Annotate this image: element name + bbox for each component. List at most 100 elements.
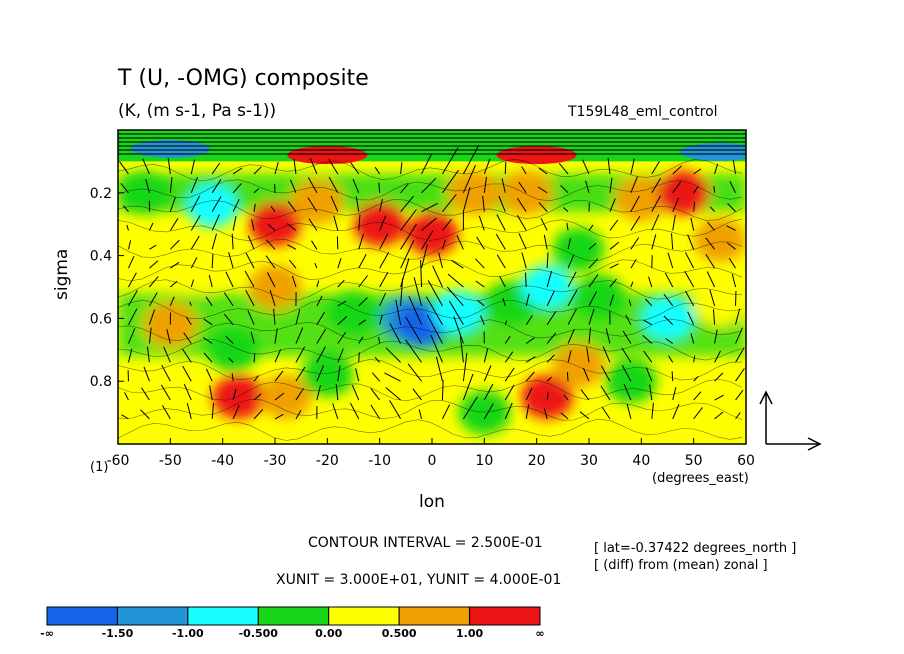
wind-vector: [448, 300, 464, 325]
wind-vector: [379, 271, 389, 288]
wind-vector: [141, 387, 150, 401]
field-top-band: [118, 130, 746, 165]
wind-vector: [521, 166, 527, 175]
wind-vector: [127, 240, 132, 250]
wind-vector: [142, 158, 150, 175]
wind-vector: [645, 367, 653, 382]
wind-vector: [412, 388, 422, 401]
wind-vector: [504, 351, 514, 363]
wind-vector: [370, 404, 381, 420]
wind-vector: [385, 387, 401, 401]
wind-vector: [211, 253, 214, 269]
wind-vector: [408, 295, 422, 325]
wind-vector: [328, 176, 339, 194]
wind-vector: [287, 244, 297, 250]
wind-vector: [231, 373, 234, 382]
wind-vector: [316, 311, 326, 325]
wind-vector: [245, 289, 255, 307]
wind-vector: [663, 293, 674, 307]
wind-vector: [167, 157, 171, 175]
wind-vector: [567, 329, 575, 344]
top-band-blob: [130, 139, 211, 158]
wind-vector: [525, 272, 527, 288]
colorbar-label: 1.00: [456, 627, 483, 640]
wind-vector: [149, 244, 157, 250]
field-blob: [259, 374, 312, 419]
wind-vector: [728, 257, 736, 269]
wind-vector: [525, 404, 530, 419]
wind-vector: [274, 328, 278, 344]
wind-vector: [442, 169, 459, 194]
x-tick-label: -40: [211, 453, 234, 469]
wind-vector: [209, 385, 213, 401]
wind-vector: [119, 161, 129, 175]
wind-vector: [546, 311, 557, 325]
wind-vector: [405, 316, 422, 344]
wind-vector: [706, 271, 716, 288]
wind-vector: [311, 240, 318, 250]
wind-vector: [358, 319, 367, 326]
wind-vector: [648, 276, 653, 288]
wind-vector: [337, 257, 342, 269]
field-blob: [667, 390, 720, 435]
field-blob: [406, 211, 458, 256]
wind-vector: [588, 308, 595, 325]
wind-vector: [731, 273, 737, 288]
x-tick-label: -60: [107, 453, 130, 469]
wind-vector: [148, 222, 154, 231]
wind-vector: [379, 252, 390, 269]
wind-vector: [232, 183, 242, 194]
wind-vector: [602, 346, 611, 363]
wind-vector: [726, 225, 736, 231]
wind-vector: [630, 281, 634, 288]
wind-vector: [537, 186, 548, 194]
wind-vector: [208, 274, 213, 288]
wind-vector: [651, 234, 657, 250]
wind-vector: [379, 314, 383, 325]
wind-vector: [140, 409, 150, 420]
wind-vector: [128, 272, 137, 288]
wind-vector: [693, 355, 696, 363]
wind-vector: [149, 276, 159, 288]
wind-vector: [600, 365, 611, 382]
wind-vector: [714, 411, 724, 420]
wind-vector: [521, 252, 527, 269]
wind-vector: [421, 230, 434, 250]
wind-vector: [543, 407, 548, 420]
wind-vector: [462, 352, 468, 382]
wind-vector: [501, 178, 506, 193]
contour-line: [118, 418, 743, 441]
wind-vector: [190, 215, 201, 231]
wind-vector: [475, 280, 485, 288]
wind-vector: [588, 327, 591, 344]
wind-vector: [295, 366, 306, 382]
wind-vector: [120, 182, 129, 194]
wind-vector: [609, 241, 620, 250]
wind-vector: [181, 348, 192, 363]
colorbar-swatch: [398, 606, 471, 626]
wind-vector: [358, 352, 360, 363]
wind-vector: [525, 293, 530, 306]
wind-vector: [295, 410, 302, 420]
wind-vector: [316, 328, 327, 344]
wind-vector: [726, 242, 736, 250]
contour-line: [118, 258, 743, 282]
contour-line: [118, 339, 743, 362]
wind-vector: [709, 289, 716, 306]
wind-vector: [665, 338, 674, 344]
wind-vector: [355, 196, 360, 212]
wind-vector: [462, 144, 480, 175]
wind-vector: [352, 178, 360, 193]
wind-vector: [425, 296, 443, 325]
wind-vector: [358, 214, 361, 231]
wind-vector: [247, 235, 255, 250]
wind-vector: [370, 388, 381, 401]
wind-vector: [266, 272, 276, 288]
wind-vector: [546, 252, 549, 269]
wind-vector: [335, 383, 339, 401]
wind-vector: [203, 352, 213, 363]
contour-line: [118, 179, 743, 202]
wind-vector: [160, 384, 171, 401]
wind-vector: [337, 348, 344, 363]
wind-vector: [630, 216, 641, 231]
